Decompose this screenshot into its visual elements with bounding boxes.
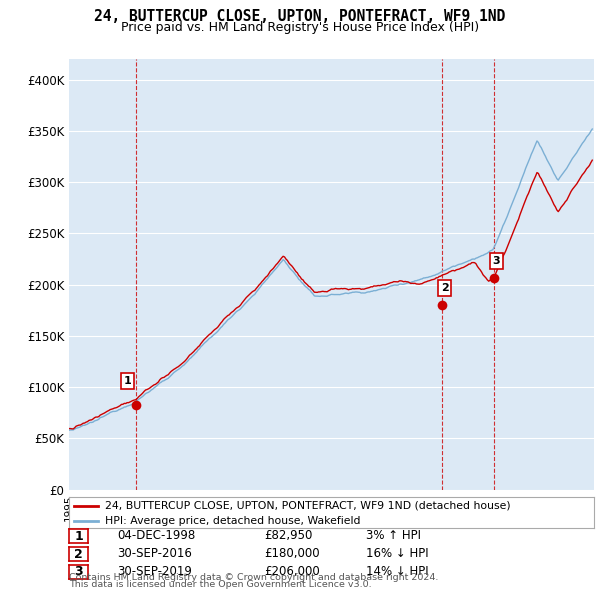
Text: £82,950: £82,950: [264, 529, 313, 542]
Text: 1: 1: [124, 376, 131, 386]
Text: 24, BUTTERCUP CLOSE, UPTON, PONTEFRACT, WF9 1ND: 24, BUTTERCUP CLOSE, UPTON, PONTEFRACT, …: [94, 9, 506, 24]
Text: 2: 2: [74, 548, 83, 560]
Text: 2: 2: [441, 283, 449, 293]
Text: £206,000: £206,000: [264, 565, 320, 578]
Text: This data is licensed under the Open Government Licence v3.0.: This data is licensed under the Open Gov…: [69, 580, 371, 589]
Text: Price paid vs. HM Land Registry's House Price Index (HPI): Price paid vs. HM Land Registry's House …: [121, 21, 479, 34]
Text: 14% ↓ HPI: 14% ↓ HPI: [366, 565, 428, 578]
Text: £180,000: £180,000: [264, 547, 320, 560]
Text: HPI: Average price, detached house, Wakefield: HPI: Average price, detached house, Wake…: [105, 516, 360, 526]
Text: Contains HM Land Registry data © Crown copyright and database right 2024.: Contains HM Land Registry data © Crown c…: [69, 573, 439, 582]
Text: 16% ↓ HPI: 16% ↓ HPI: [366, 547, 428, 560]
Text: 30-SEP-2019: 30-SEP-2019: [117, 565, 192, 578]
Text: 1: 1: [74, 530, 83, 543]
Text: 3: 3: [493, 256, 500, 266]
Text: 3: 3: [74, 565, 83, 578]
Text: 30-SEP-2016: 30-SEP-2016: [117, 547, 192, 560]
Text: 3% ↑ HPI: 3% ↑ HPI: [366, 529, 421, 542]
Text: 04-DEC-1998: 04-DEC-1998: [117, 529, 195, 542]
Text: 24, BUTTERCUP CLOSE, UPTON, PONTEFRACT, WF9 1ND (detached house): 24, BUTTERCUP CLOSE, UPTON, PONTEFRACT, …: [105, 501, 511, 511]
